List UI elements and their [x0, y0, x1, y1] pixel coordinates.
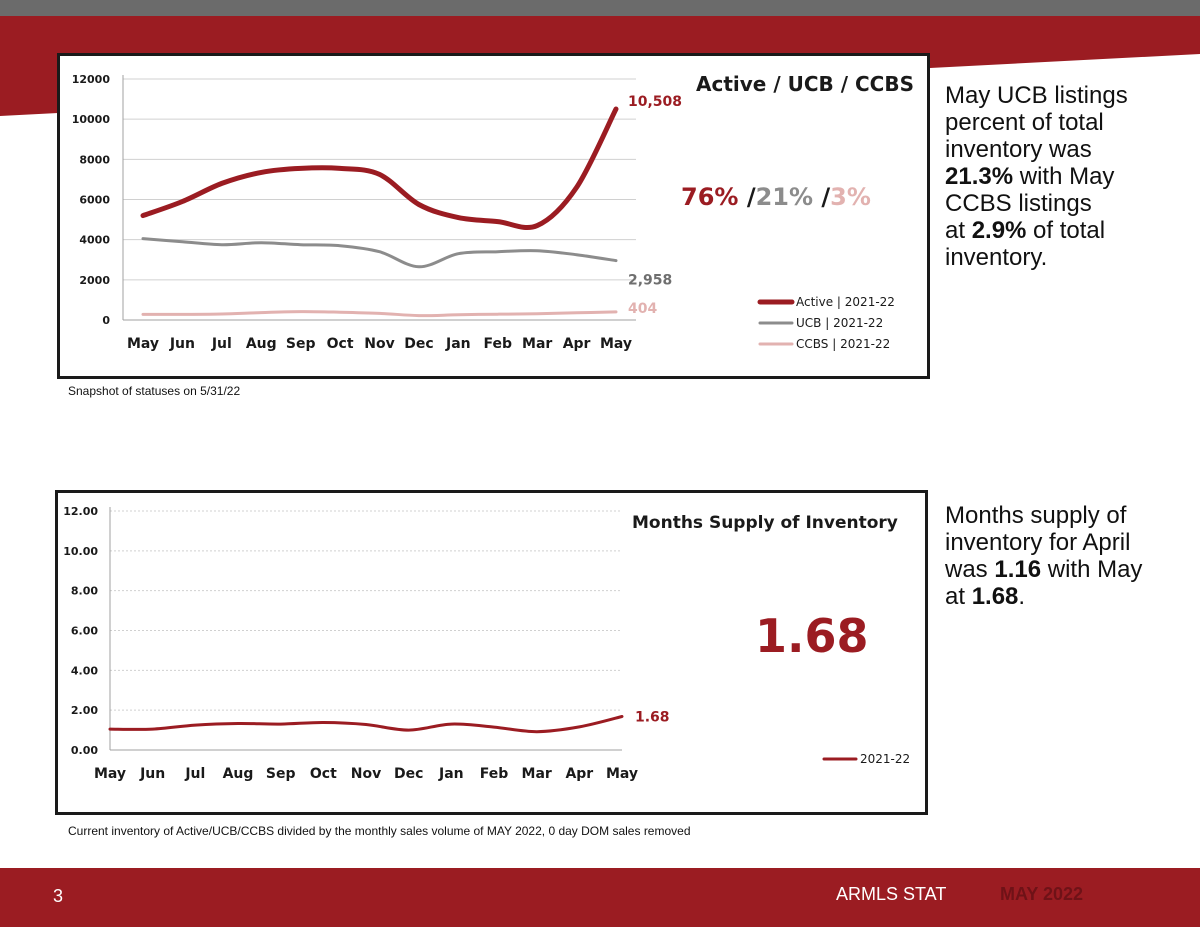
msi-summary-fragment: was [945, 556, 995, 583]
y-tick-label: 4000 [79, 234, 110, 247]
ucb-summary-line: inventory. [945, 244, 1048, 271]
ucb-summary-fragment: at [945, 217, 972, 244]
series-line [108, 715, 624, 734]
months-supply-chart: 0.00 2.00 4.00 6.00 8.00 10.00 12.00 May Jun Jul A… [55, 490, 928, 815]
series-line [141, 310, 618, 318]
x-tick-label: Jul [211, 336, 232, 352]
pct-active: 76% [681, 183, 739, 211]
chart2-note: Current inventory of Active/UCB/CCBS div… [68, 824, 691, 838]
ccbs-percent: 2.9% [971, 217, 1027, 244]
pct-ccbs: 3% [830, 183, 871, 211]
msi-summary-line: at 1.68. [945, 583, 1142, 610]
legend-label: 2021-22 [860, 752, 910, 766]
ucb-summary-text: May UCB listings percent of total invent… [945, 82, 1128, 271]
x-tick-label: Oct [310, 766, 337, 782]
x-tick-label: Sep [266, 766, 296, 782]
series-line [140, 106, 619, 231]
footer-bar: 3 ARMLS STAT MAY 2022 [0, 868, 1200, 927]
x-tick-label: Oct [327, 336, 354, 352]
chart1-note: Snapshot of statuses on 5/31/22 [68, 384, 241, 398]
y-tick-label: 10.00 [63, 545, 98, 558]
x-tick-label: Jun [139, 766, 165, 782]
x-tick-label: Jan [445, 336, 471, 352]
series-line [141, 237, 618, 269]
ucb-summary-fragment: of total [1026, 217, 1106, 244]
x-tick-label: Mar [522, 336, 552, 352]
x-tick-label: Jan [438, 766, 464, 782]
pct-slash-1: / [746, 183, 756, 211]
ucb-summary-line: at 2.9% of total [945, 217, 1128, 244]
y-tick-label: 6000 [79, 194, 110, 207]
chart1-title: Active / UCB / CCBS [696, 72, 914, 96]
x-tick-label: Nov [351, 766, 381, 782]
ucb-percent: 21.3% [945, 163, 1014, 190]
y-tick-label: 10000 [72, 113, 111, 126]
x-tick-label: May [606, 766, 638, 782]
active-ucb-ccbs-plot: 0 2000 4000 6000 8000 10000 12000 May Jun Jul Aug S… [72, 73, 895, 352]
y-tick-label: 6.00 [71, 625, 98, 638]
x-tick-label: May [600, 336, 632, 352]
ucb-summary-line: May UCB listings [945, 82, 1128, 109]
y-tick-label: 0.00 [71, 744, 98, 757]
months-supply-big-value: 1.68 [755, 609, 869, 663]
msi-summary-line: was 1.16 with May [945, 556, 1142, 583]
x-tick-label: Jul [184, 766, 205, 782]
msi-summary-fragment: with May [1041, 556, 1143, 583]
msi-summary-fragment: . [1018, 583, 1026, 610]
x-tick-label: Feb [483, 336, 512, 352]
footer-month: MAY 2022 [1000, 884, 1084, 904]
ucb-summary-line: percent of total [945, 109, 1104, 136]
y-tick-label: 12000 [72, 73, 111, 86]
percent-breakdown: 76% /21% /3% [681, 183, 871, 211]
x-tick-label: Aug [246, 336, 277, 352]
y-tick-label: 8.00 [71, 585, 98, 598]
end-value-label: 1.68 [635, 710, 670, 726]
msi-summary-line: Months supply of [945, 502, 1127, 529]
ucb-summary-line: inventory was [945, 136, 1092, 163]
ucb-summary-fragment: with May [1013, 163, 1115, 190]
y-tick-label: 0 [102, 314, 110, 327]
x-tick-label: Feb [480, 766, 509, 782]
ucb-summary-line: 21.3% with May [945, 163, 1128, 190]
x-tick-label: Aug [223, 766, 254, 782]
msi-summary-fragment: at [945, 583, 972, 610]
april-msi: 1.16 [994, 556, 1042, 583]
y-tick-label: 4.00 [71, 664, 98, 677]
y-tick-label: 12.00 [63, 505, 98, 518]
months-supply-plot: 0.00 2.00 4.00 6.00 8.00 10.00 12.00 May Jun Jul A… [63, 505, 910, 782]
end-value-label: 10,508 [628, 94, 682, 110]
x-tick-label: Dec [404, 336, 433, 352]
x-tick-label: Jun [169, 336, 195, 352]
page-number: 3 [53, 886, 64, 906]
x-tick-label: Sep [286, 336, 316, 352]
x-tick-label: Nov [364, 336, 394, 352]
pct-ucb: 21% [755, 183, 814, 211]
legend-label: CCBS | 2021-22 [796, 337, 890, 351]
may-msi: 1.68 [971, 583, 1019, 610]
y-tick-label: 2000 [79, 274, 110, 287]
x-tick-label: May [127, 336, 159, 352]
x-tick-label: Apr [563, 336, 591, 352]
end-value-label: 2,958 [628, 273, 672, 289]
x-tick-label: Mar [522, 766, 552, 782]
active-ucb-ccbs-chart: 0 2000 4000 6000 8000 10000 12000 May Jun Jul Aug S… [57, 53, 930, 379]
pct-slash-2: / [821, 183, 831, 211]
ucb-summary-line: CCBS listings [945, 190, 1092, 217]
end-value-label: 404 [628, 301, 657, 317]
months-supply-summary: Months supply of inventory for April was… [945, 502, 1142, 610]
msi-summary-line: inventory for April [945, 529, 1131, 556]
x-tick-label: Apr [565, 766, 593, 782]
x-tick-label: Dec [394, 766, 423, 782]
y-tick-label: 8000 [79, 153, 110, 166]
footer-brand: ARMLS STAT [836, 884, 947, 904]
top-grey-bar [0, 0, 1200, 16]
y-tick-label: 2.00 [71, 704, 98, 717]
legend-label: UCB | 2021-22 [796, 316, 883, 330]
legend-label: Active | 2021-22 [796, 295, 895, 309]
x-tick-label: May [94, 766, 126, 782]
chart2-title: Months Supply of Inventory [632, 513, 898, 533]
